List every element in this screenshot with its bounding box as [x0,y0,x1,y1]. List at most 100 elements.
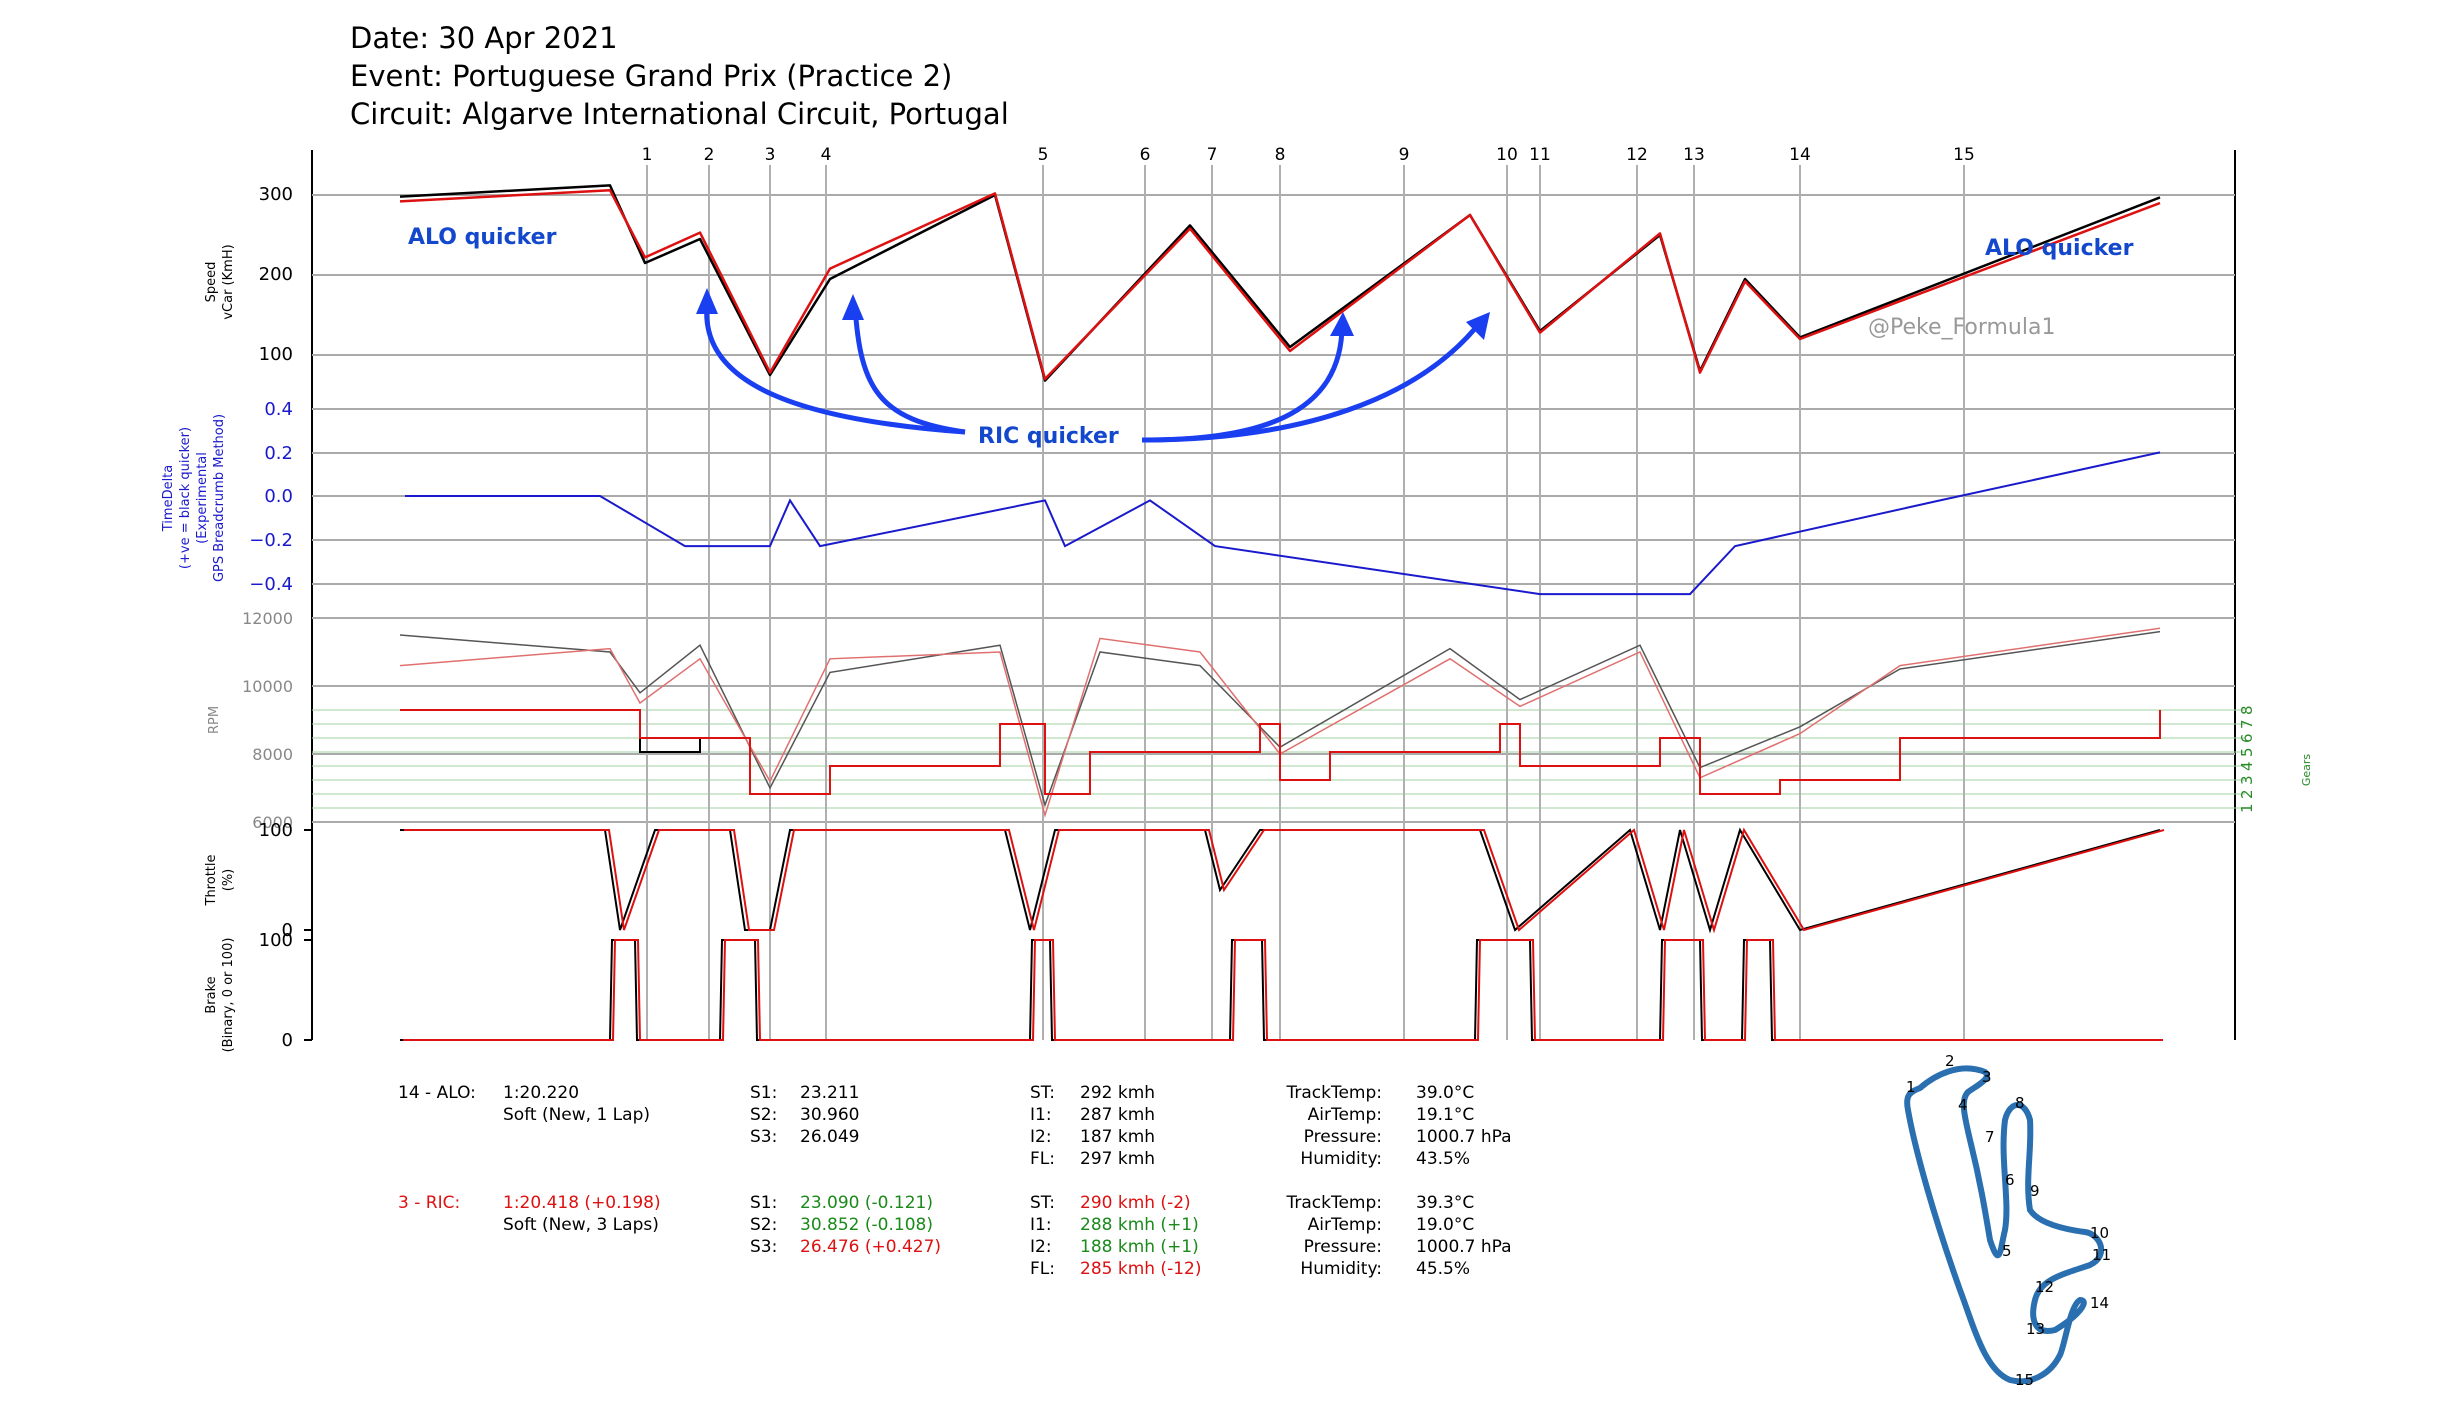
rpm-axis-label: RPM [207,706,222,734]
rpm-tick-10000: 10000 [242,677,293,696]
track-corner-8: 8 [2015,1094,2025,1112]
d2-s2-label: S2: [750,1215,777,1235]
d1-fl-label: FL: [1030,1149,1055,1169]
corner-label-14: 14 [1789,145,1811,165]
track-corner-3: 3 [1982,1068,1992,1086]
d2-s2-value: 30.852 (-0.108) [800,1215,933,1235]
delta-tick-0.2: 0.2 [264,443,293,464]
d2-tracktemp-value: 39.3°C [1416,1193,1474,1213]
delta-tick-neg0.2: −0.2 [249,530,293,551]
gear-tick-1: 1 [2238,803,2256,813]
d2-airtemp-value: 19.0°C [1416,1215,1474,1235]
gear-tick-6: 6 [2238,733,2256,743]
gear-tick-8: 8 [2238,705,2256,715]
track-corner-6: 6 [2005,1171,2015,1189]
corner-label-5: 5 [1038,145,1049,165]
corner-label-1: 1 [642,145,653,165]
d1-airtemp-value: 19.1°C [1416,1105,1474,1125]
d2-pressure-label: Pressure: [1304,1237,1382,1257]
throttle-tick-100: 100 [259,820,293,841]
corner-label-3: 3 [765,145,776,165]
watermark: @Peke_Formula1 [1868,315,2055,340]
speed-axis-label-1: Speed [204,262,219,303]
throttle-ticks: 100 0 [259,820,312,941]
d2-tracktemp-label: TrackTemp: [1285,1193,1382,1213]
corner-label-11: 11 [1529,145,1551,165]
d2-pressure-value: 1000.7 hPa [1416,1237,1512,1257]
track-corner-5: 5 [2002,1242,2012,1260]
track-corner-14: 14 [2090,1294,2109,1312]
speed-tick-300: 300 [259,184,293,205]
d2-tyre: Soft (New, 3 Laps) [503,1215,659,1235]
gear-tick-5: 5 [2238,747,2256,757]
alo-quicker-left: ALO quicker [408,225,557,250]
track-corner-11: 11 [2092,1246,2111,1264]
speed-tick-100: 100 [259,344,293,365]
d1-pressure-label: Pressure: [1304,1127,1382,1147]
track-corner-2: 2 [1945,1052,1955,1070]
d1-s3-value: 26.049 [800,1127,859,1147]
d1-i2-value: 187 kmh [1080,1127,1155,1147]
throttle-axis-label-2: (%) [221,869,236,892]
rpm-ticks: 12000 10000 8000 6000 [242,609,293,832]
d2-humidity-value: 45.5% [1416,1259,1470,1279]
d2-i2-label: I2: [1030,1237,1052,1257]
d1-st-label: ST: [1030,1083,1055,1103]
throttle-line-ric [404,827,2165,934]
d1-s3-label: S3: [750,1127,777,1147]
delta-tick-neg0.4: −0.4 [249,574,293,595]
corner-label-12: 12 [1626,145,1648,165]
time-delta-line [405,451,2161,596]
gear-tick-7: 7 [2238,719,2256,729]
track-corner-13: 13 [2026,1320,2045,1338]
d1-s1-value: 23.211 [800,1083,859,1103]
d1-s1-label: S1: [750,1083,777,1103]
speed-line-ric [399,188,2161,381]
delta-axis-label-1: TimeDelta [161,465,176,533]
d2-st-value: 290 kmh (-2) [1080,1193,1191,1213]
d2-s1-value: 23.090 (-0.121) [800,1193,933,1213]
corner-label-15: 15 [1953,145,1975,165]
gear-ticks: 1 2 3 4 5 6 7 8 [2238,705,2256,813]
track-corner-4: 4 [1958,1096,1968,1114]
arrowhead-turn-4 [842,294,864,320]
corner-labels: 1 2 3 4 5 6 7 8 9 10 11 12 13 14 15 [642,145,1975,165]
arrowhead-turn-2 [696,288,718,314]
d2-s1-label: S1: [750,1193,777,1213]
d1-s2-label: S2: [750,1105,777,1125]
delta-axis-label-3: (Experimental [195,452,210,544]
delta-axis-label-2: (+ve = black quicker) [178,427,193,569]
circuit-text: Circuit: Algarve International Circuit, … [350,97,1009,131]
brake-ticks: 100 0 [259,930,312,1051]
corner-label-7: 7 [1207,145,1218,165]
brake-line-ric [403,939,2163,1041]
d2-st-label: ST: [1030,1193,1055,1213]
alo-quicker-right: ALO quicker [1985,236,2134,261]
brake-axis-label-2: (Binary, 0 or 100) [221,938,236,1053]
d1-pressure-value: 1000.7 hPa [1416,1127,1512,1147]
horizontal-gridlines [312,194,2235,823]
d2-s3-label: S3: [750,1237,777,1257]
rpm-line-ric [399,627,2161,818]
pane-labels: Speed vCar (KmH) TimeDelta (+ve = black … [161,244,2313,1052]
ric-quicker-arrows [704,304,1484,443]
d1-airtemp-label: AirTemp: [1308,1105,1382,1125]
corner-label-10: 10 [1496,145,1518,165]
d2-fl-value: 285 kmh (-12) [1080,1259,1201,1279]
arrow-to-turn-4 [852,304,966,435]
arrow-to-turn-10 [1141,318,1484,443]
d1-lap: 1:20.220 [503,1083,579,1103]
d1-tracktemp-label: TrackTemp: [1285,1083,1382,1103]
throttle-axis-label-1: Throttle [204,855,219,907]
throttle-tick-0: 0 [282,920,293,941]
track-corner-9: 9 [2030,1182,2040,1200]
speed-tick-200: 200 [259,264,293,285]
info-panel: 14 - ALO: 1:20.220 Soft (New, 1 Lap) S1:… [398,1083,1512,1279]
d2-s3-value: 26.476 (+0.427) [800,1237,941,1257]
d1-i1-value: 287 kmh [1080,1105,1155,1125]
arrowhead-turn-8 [1330,312,1354,336]
rpm-tick-6000: 6000 [252,813,293,832]
track-corner-10: 10 [2090,1224,2109,1242]
d1-s2-value: 30.960 [800,1105,859,1125]
